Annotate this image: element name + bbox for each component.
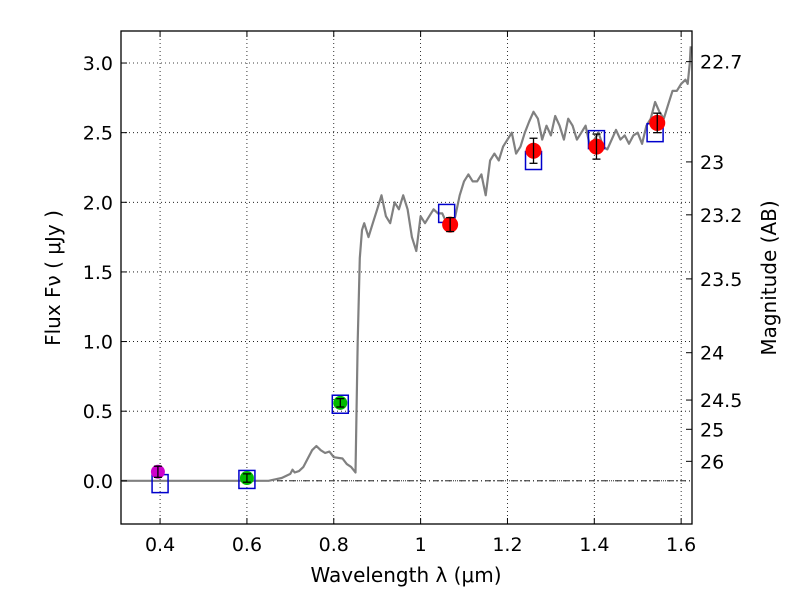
x-axis-title: Wavelength λ (μm) <box>310 563 501 587</box>
magnitude-tick-label: 24 <box>700 343 724 365</box>
error-bar <box>336 398 345 408</box>
magnitude-tick-label: 25 <box>700 419 724 441</box>
x-tick-label: 0.6 <box>232 534 262 556</box>
x-tick-label: 1.2 <box>492 534 522 556</box>
error-bar <box>153 465 162 478</box>
model-photometry-square <box>238 469 256 490</box>
magnitude-tick-label: 24.5 <box>700 390 742 412</box>
x-tick-label: 1 <box>415 534 427 556</box>
plot-frame <box>120 30 693 525</box>
spectrum-series <box>121 46 692 482</box>
error-bar <box>592 133 601 160</box>
grid-lines <box>121 31 692 524</box>
spectrum-line <box>121 46 692 482</box>
y-tick-label: 3.0 <box>83 53 113 75</box>
x-tick-label: 1.6 <box>666 534 696 556</box>
magnitude-axis-ticks: 22.7 23 23.2 23.5 24 24.5 25 26 <box>686 52 742 473</box>
y-tick-label: 2.0 <box>83 192 113 214</box>
error-bar <box>446 216 455 233</box>
error-bar <box>529 137 538 164</box>
magnitude-tick-label: 23 <box>700 152 724 174</box>
magnitude-tick-label: 22.7 <box>700 52 742 74</box>
magnitude-tick-label: 23.5 <box>700 269 742 291</box>
y-tick-label: 2.5 <box>83 123 113 145</box>
x-tick-label: 0.4 <box>145 534 175 556</box>
model-photometry-square <box>331 394 350 414</box>
y-tick-label: 1.0 <box>83 332 113 354</box>
magnitude-tick-label: 23.2 <box>700 205 742 227</box>
y-tick-label: 0.0 <box>83 471 113 493</box>
error-bar <box>653 112 662 134</box>
x-tick-label: 0.8 <box>319 534 349 556</box>
y-tick-label: 0.5 <box>83 401 113 423</box>
observed-photometry-series <box>150 112 666 486</box>
y-axis-ticks: 0.0 0.5 1.0 1.5 2.0 2.5 3.0 <box>83 53 127 493</box>
error-bar <box>242 473 251 483</box>
magnitude-tick-label: 26 <box>700 451 724 473</box>
model-photometry-series <box>151 122 664 494</box>
y-axis-title: Flux Fν ( μJy ) <box>41 210 65 346</box>
x-tick-label: 1.4 <box>579 534 609 556</box>
x-axis-ticks: 0.4 0.6 0.8 1 1.2 1.4 1.6 <box>145 31 696 556</box>
y-tick-label: 1.5 <box>83 262 113 284</box>
magnitude-axis-title: Magnitude (AB) <box>757 200 781 355</box>
